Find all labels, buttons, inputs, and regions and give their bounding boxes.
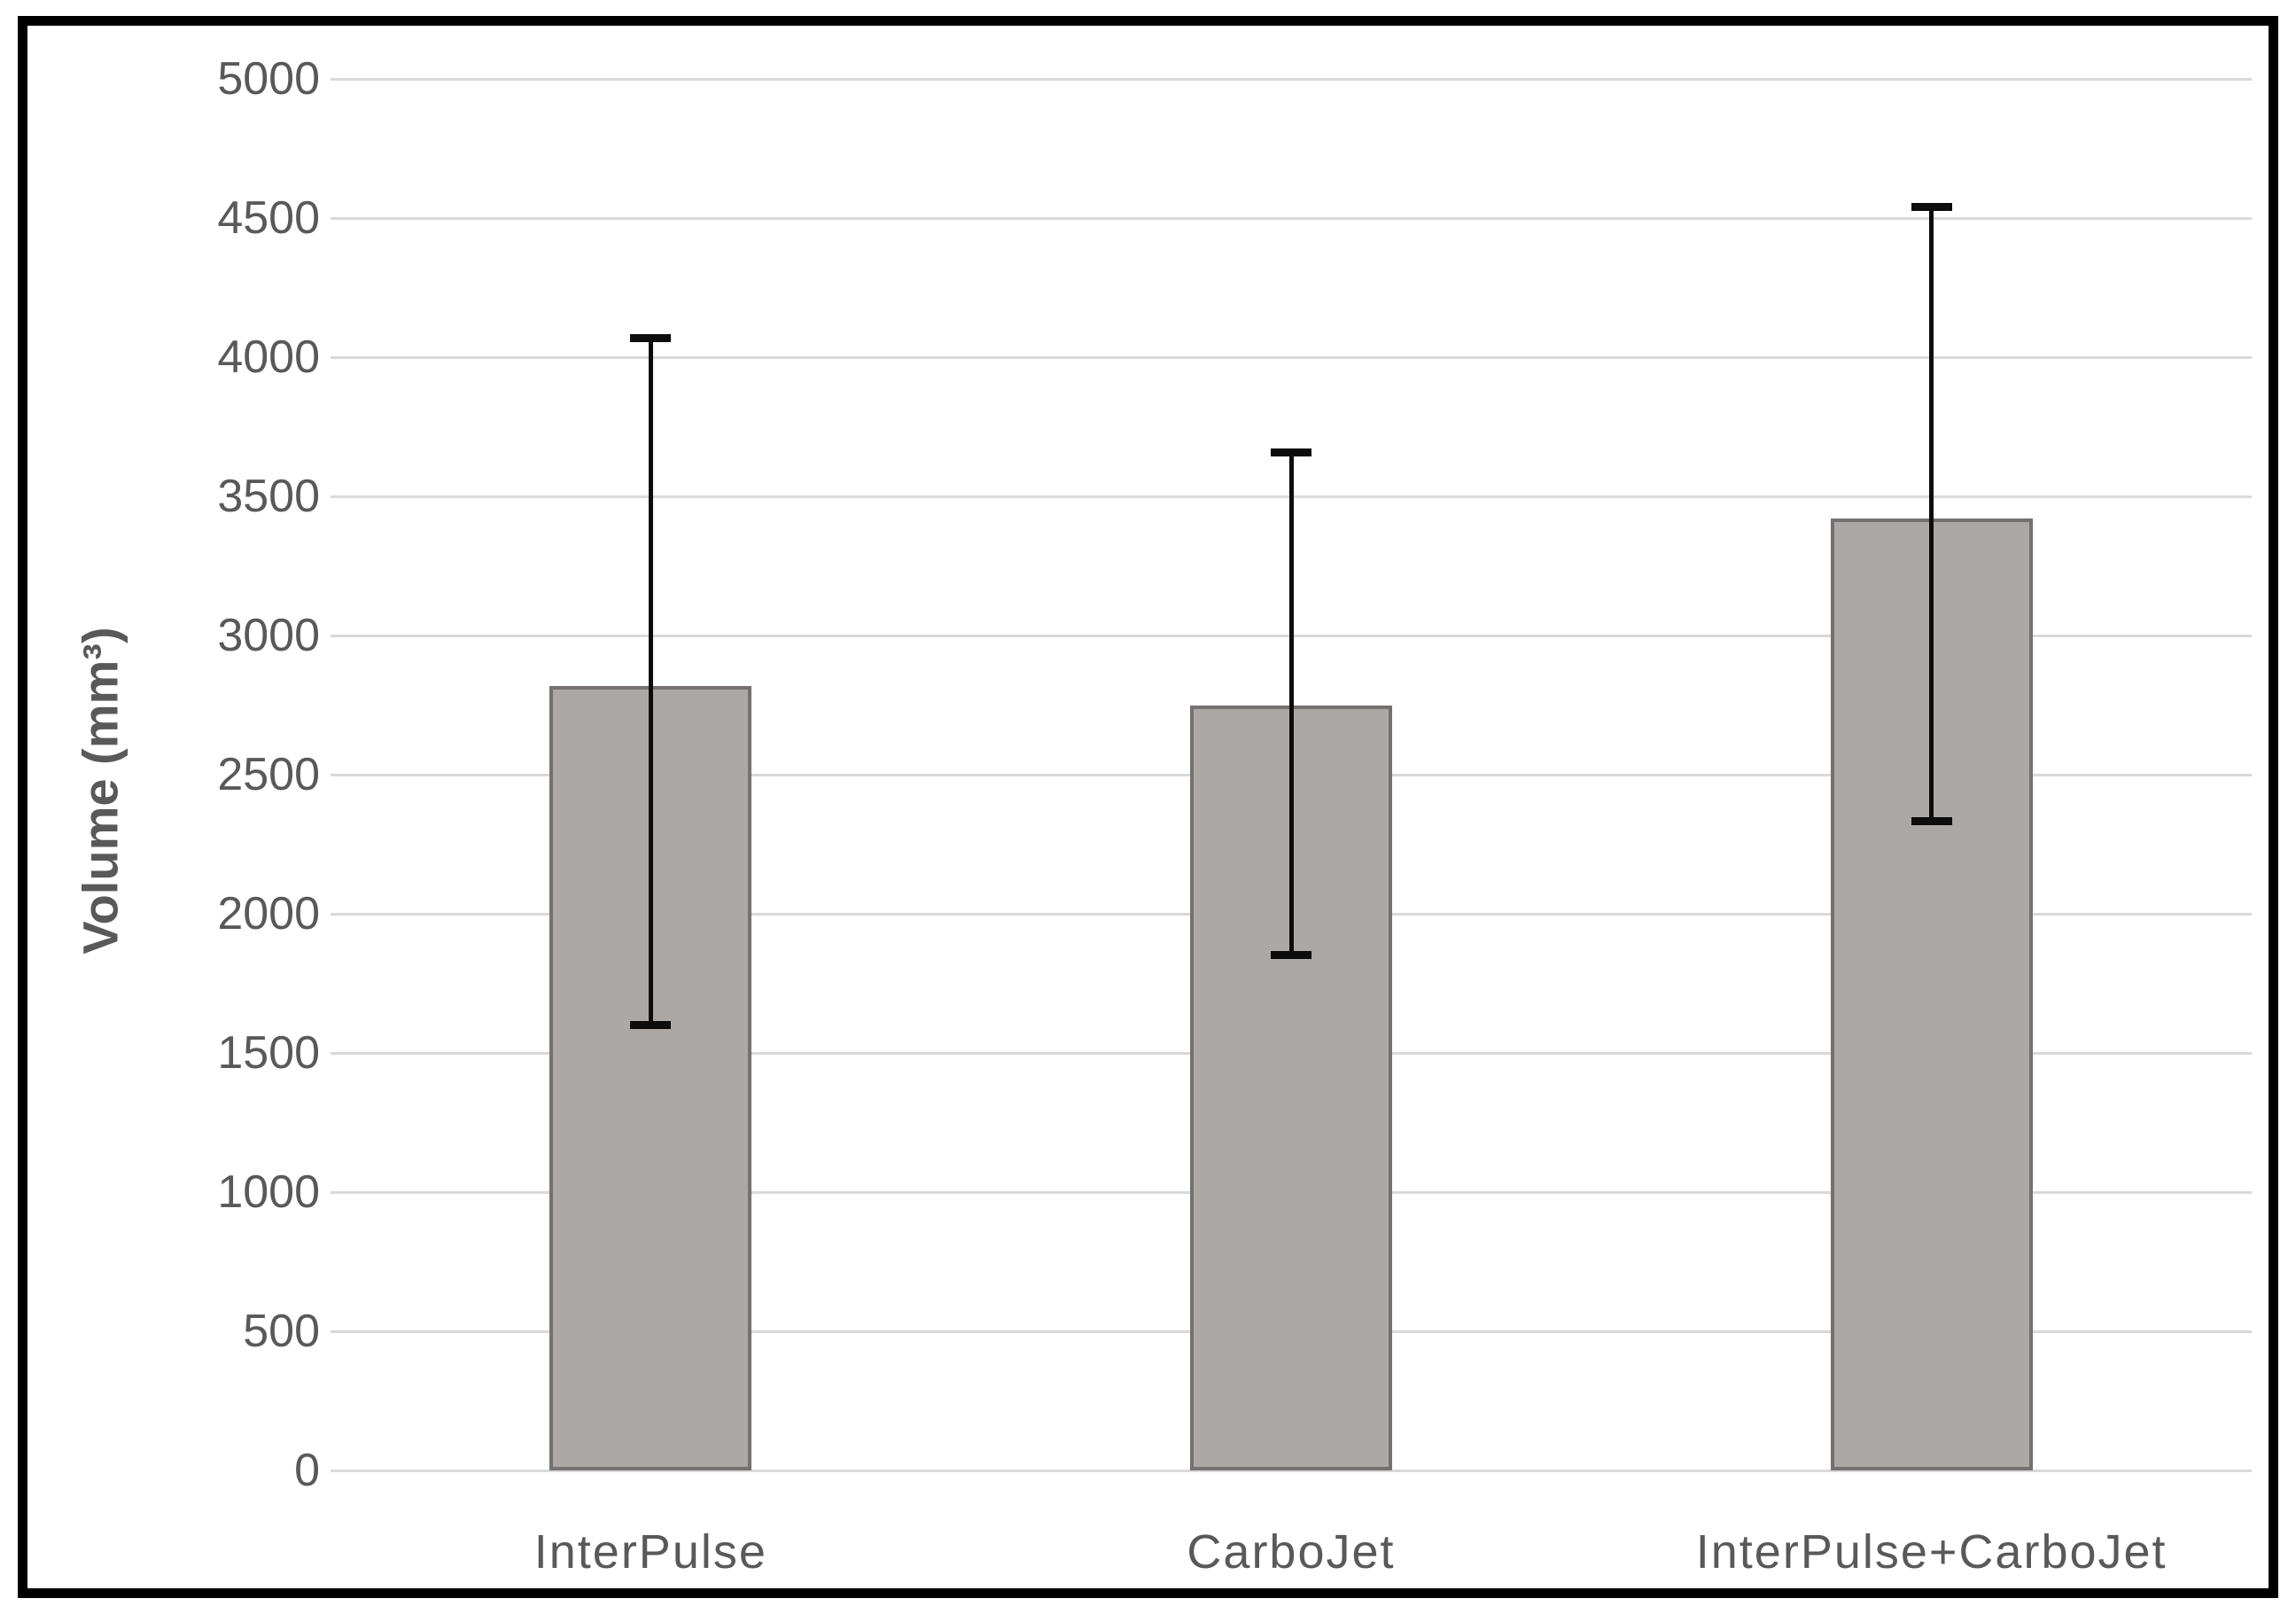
y-tick-label-0: 0	[294, 1445, 320, 1496]
error-bar-cap-top	[1271, 448, 1311, 456]
error-bar-line	[648, 338, 653, 1025]
error-bar-line	[1288, 451, 1294, 956]
y-tick-label-4000: 4000	[217, 331, 320, 383]
gridline-5000	[331, 78, 2252, 81]
y-tick-label-4500: 4500	[217, 192, 320, 244]
figure-frame: Volume (mm³) 5000 4500 4000 3500 3000 2500 200…	[18, 16, 2278, 1598]
x-category-label-CarboJet: CarboJet	[1187, 1525, 1396, 1579]
y-tick-label-500: 500	[243, 1306, 320, 1357]
y-tick-label-3500: 3500	[217, 471, 320, 522]
y-tick-label-5000: 5000	[217, 53, 320, 105]
error-bar-cap-bottom	[1271, 951, 1311, 960]
error-bar-cap-bottom	[630, 1020, 672, 1029]
x-category-label-InterPulse+CarboJet: InterPulse+CarboJet	[1695, 1525, 2168, 1579]
error-bar-cap-bottom	[1911, 817, 1952, 826]
y-tick-label-1000: 1000	[217, 1166, 320, 1218]
y-tick-label-1500: 1500	[217, 1027, 320, 1079]
y-tick-label-3000: 3000	[217, 610, 320, 661]
gridline-4000	[331, 356, 2252, 359]
error-bar-cap-top	[630, 334, 672, 343]
error-bar-cap-top	[1911, 203, 1952, 212]
error-bar-line	[1929, 207, 1934, 823]
gridline-4500	[331, 217, 2252, 220]
x-category-label-InterPulse: InterPulse	[533, 1525, 767, 1579]
gridline-0	[331, 1470, 2252, 1472]
y-tick-label-2000: 2000	[217, 888, 320, 940]
y-tick-label-2500: 2500	[217, 749, 320, 800]
